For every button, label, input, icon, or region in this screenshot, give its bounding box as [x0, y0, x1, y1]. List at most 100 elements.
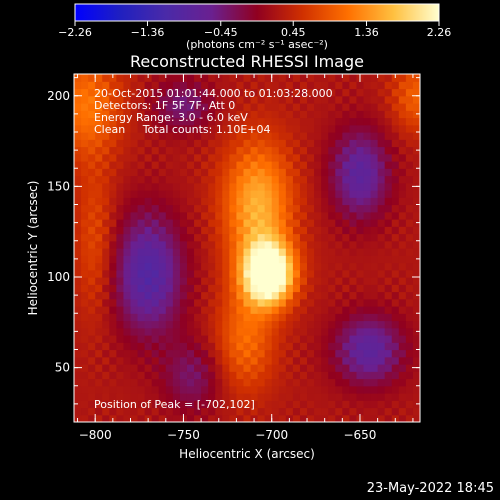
heatmap-cell: [321, 204, 329, 213]
heatmap-cell: [236, 320, 245, 329]
heatmap-cell: [208, 269, 216, 278]
heatmap-cell: [137, 335, 146, 343]
heatmap-cell: [137, 168, 146, 177]
heatmap-cell: [307, 132, 315, 140]
heatmap-cell: [398, 103, 407, 111]
heatmap-cell: [151, 204, 160, 213]
heatmap-cell: [116, 385, 125, 394]
heatmap-cell: [236, 356, 245, 365]
heatmap-cell: [321, 327, 329, 336]
heatmap-cell: [123, 349, 132, 358]
heatmap-cell: [74, 95, 82, 104]
heatmap-cell: [377, 240, 386, 249]
heatmap-cell: [278, 182, 287, 191]
heatmap-cell: [412, 204, 420, 213]
heatmap-cell: [151, 255, 160, 264]
heatmap-cell: [405, 103, 414, 111]
heatmap-cell: [384, 182, 393, 191]
heatmap-cell: [186, 168, 195, 177]
heatmap-cell: [314, 103, 322, 111]
heatmap-cell: [314, 320, 322, 329]
heatmap-cell: [405, 153, 414, 162]
heatmap-cell: [137, 248, 146, 256]
heatmap-cell: [257, 385, 266, 394]
heatmap-cell: [179, 211, 188, 220]
heatmap-cell: [88, 139, 96, 148]
heatmap-cell: [391, 153, 400, 162]
heatmap-cell: [292, 168, 301, 177]
heatmap-cell: [236, 74, 245, 82]
heatmap-cell: [158, 277, 167, 285]
heatmap-cell: [229, 364, 238, 372]
heatmap-cell: [130, 248, 139, 256]
chart-title: Reconstructed RHESSI Image: [130, 52, 364, 71]
heatmap-cell: [356, 168, 365, 177]
heatmap-cell: [165, 153, 174, 162]
heatmap-cell: [412, 175, 420, 184]
heatmap-cell: [144, 204, 153, 213]
heatmap-cell: [208, 313, 216, 322]
heatmap-cell: [257, 349, 266, 358]
heatmap-cell: [81, 378, 89, 387]
heatmap-cell: [299, 407, 308, 416]
heatmap-cell: [172, 262, 181, 271]
heatmap-cell: [158, 146, 167, 155]
heatmap-cell: [102, 190, 110, 198]
heatmap-cell: [370, 74, 379, 82]
heatmap-cell: [250, 110, 259, 119]
heatmap-cell: [116, 277, 125, 285]
heatmap-cell: [81, 356, 89, 365]
heatmap-cell: [229, 146, 238, 155]
heatmap-cell: [137, 95, 146, 104]
heatmap-cell: [158, 356, 167, 365]
heatmap-cell: [201, 349, 209, 358]
heatmap-cell: [391, 277, 400, 285]
heatmap-cell: [137, 364, 146, 372]
heatmap-cell: [398, 255, 407, 264]
heatmap-cell: [342, 110, 350, 119]
heatmap-cell: [158, 110, 167, 119]
heatmap-cell: [74, 248, 82, 256]
heatmap-cell: [137, 88, 146, 97]
heatmap-cell: [144, 277, 153, 285]
heatmap-cell: [299, 371, 308, 380]
heatmap-cell: [370, 277, 379, 285]
heatmap-cell: [109, 81, 117, 90]
heatmap-cell: [349, 88, 358, 97]
heatmap-cell: [215, 313, 223, 322]
heatmap-cell: [250, 233, 259, 242]
heatmap-cell: [356, 356, 365, 365]
heatmap-cell: [292, 74, 301, 82]
heatmap-cell: [278, 219, 287, 227]
heatmap-cell: [95, 269, 103, 278]
heatmap-cell: [208, 168, 216, 177]
heatmap-cell: [243, 175, 252, 184]
heatmap-cell: [370, 291, 379, 300]
heatmap-cell: [208, 190, 216, 198]
heatmap-cell: [243, 139, 252, 148]
heatmap-cell: [328, 291, 336, 300]
heatmap-cell: [384, 240, 393, 249]
heatmap-cell: [342, 349, 350, 358]
heatmap-cell: [179, 393, 188, 401]
heatmap-cell: [194, 211, 202, 220]
heatmap-cell: [236, 204, 245, 213]
heatmap-cell: [201, 407, 209, 416]
heatmap-cell: [299, 74, 308, 82]
heatmap-cell: [398, 291, 407, 300]
heatmap-cell: [179, 240, 188, 249]
heatmap-cell: [271, 414, 280, 422]
heatmap-cell: [271, 255, 280, 264]
heatmap-cell: [307, 414, 315, 422]
heatmap-cell: [384, 371, 393, 380]
heatmap-cell: [208, 400, 216, 409]
heatmap-cell: [158, 342, 167, 351]
heatmap-cell: [363, 306, 372, 314]
heatmap-cell: [342, 103, 350, 111]
heatmap-cell: [278, 414, 287, 422]
heatmap-cell: [165, 248, 174, 256]
heatmap-cell: [88, 219, 96, 227]
heatmap-cell: [222, 190, 230, 198]
heatmap-cell: [307, 356, 315, 365]
heatmap-cell: [130, 240, 139, 249]
